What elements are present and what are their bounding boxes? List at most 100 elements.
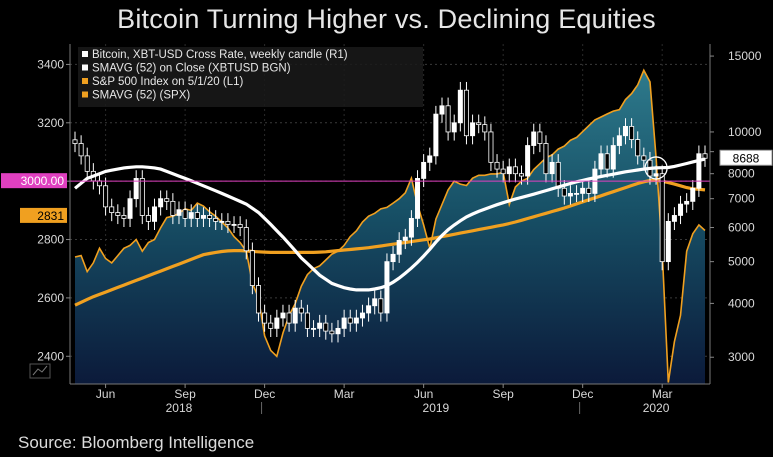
btc-candle <box>415 170 421 228</box>
btc-candle-body <box>415 178 421 219</box>
btc-candle <box>121 207 127 228</box>
chart-title: Bitcoin Turning Higher vs. Declining Equ… <box>117 4 656 34</box>
btc-candle-body <box>690 187 696 202</box>
btc-candle-body <box>702 153 708 159</box>
btc-candle-body <box>353 317 359 324</box>
btc-candle-body <box>653 173 659 177</box>
btc-candle <box>494 154 500 178</box>
btc-candle <box>665 213 671 271</box>
year-label: 2020 <box>643 401 670 415</box>
btc-candle-body <box>678 203 684 216</box>
btc-candle <box>84 147 90 180</box>
btc-candle-body <box>335 327 341 335</box>
btc-candle <box>671 207 677 231</box>
btc-candle-body <box>121 215 127 219</box>
btc-last-value-label: 8688 <box>733 151 760 165</box>
btc-candle-body <box>427 155 433 163</box>
btc-candle <box>525 137 531 185</box>
btc-candle <box>255 277 261 322</box>
spx-sma-line <box>74 178 706 307</box>
btc-candle-body <box>488 131 494 163</box>
btc-candle <box>219 213 225 231</box>
btc-candle-body <box>225 220 231 225</box>
btc-candle <box>145 207 151 231</box>
btc-candle-body <box>280 312 286 319</box>
btc-candle-body <box>182 209 188 219</box>
btc-candle-body <box>109 206 115 213</box>
btc-candle <box>341 309 347 337</box>
btc-candle-body <box>408 217 414 238</box>
chart-icon-line <box>32 365 48 376</box>
btc-candle-body <box>457 89 463 124</box>
btc-candle-body <box>304 312 310 329</box>
btc-candle-body <box>610 145 616 170</box>
x-tick-label: Dec <box>572 387 593 401</box>
axes: 2400 2600 2800 3200 3400 3000.00 2831 3000 4000 5… <box>1 44 773 415</box>
btc-candle-body <box>537 131 543 144</box>
btc-candle <box>512 158 518 183</box>
btc-candle <box>684 193 690 213</box>
spx-area <box>75 70 705 384</box>
btc-candle-body <box>567 193 573 197</box>
btc-candle-body <box>641 155 647 161</box>
btc-candle <box>408 210 414 246</box>
btc-candle <box>659 165 665 271</box>
btc-candle <box>696 145 702 197</box>
btc-candle <box>616 127 622 155</box>
btc-candle-body <box>237 224 243 228</box>
btc-candle-body <box>286 312 292 324</box>
legend: Bitcoin, XBT-USD Cross Rate, weekly cand… <box>78 47 423 107</box>
btc-candle <box>317 314 323 337</box>
btc-candle-body <box>249 250 255 286</box>
btc-candle-body <box>512 166 518 175</box>
right-tick-label: 8000 <box>728 167 755 181</box>
btc-candle-body <box>255 285 261 314</box>
btc-candle-body <box>629 126 635 140</box>
btc-candle <box>304 304 310 337</box>
btc-candle <box>249 242 255 295</box>
btc-candle <box>439 97 445 123</box>
btc-candle <box>598 145 604 178</box>
btc-candle-body <box>598 153 604 170</box>
btc-candle-body <box>580 187 586 194</box>
btc-candle-body <box>622 126 628 137</box>
btc-candle <box>329 322 335 343</box>
btc-candle-body <box>329 330 335 335</box>
btc-candle <box>213 210 219 231</box>
btc-candle <box>641 147 647 169</box>
x-tick-label: Mar <box>652 387 673 401</box>
btc-candle-body <box>274 317 280 329</box>
btc-candle <box>188 204 194 228</box>
btc-candle-body <box>359 312 365 319</box>
btc-candle <box>549 154 555 183</box>
btc-candle <box>200 207 206 228</box>
btc-candle <box>194 204 200 228</box>
left-tick-label: 2800 <box>37 233 64 247</box>
btc-candle-body <box>616 135 622 146</box>
btc-candle-body <box>402 236 408 241</box>
btc-candle-body <box>103 185 109 208</box>
btc-candle-body <box>158 198 164 208</box>
btc-candle-body <box>543 143 549 175</box>
btc-candle-body <box>433 113 439 157</box>
right-tick-label: 4000 <box>728 296 755 310</box>
right-tick-label: 5000 <box>728 255 755 269</box>
btc-candle-body <box>531 131 537 146</box>
chart-icon <box>29 363 51 379</box>
btc-candle <box>702 145 708 167</box>
btc-candle-body <box>696 153 702 189</box>
btc-candle-body <box>494 161 500 170</box>
btc-candle <box>292 299 298 332</box>
btc-candle-body <box>390 253 396 263</box>
btc-candle-body <box>635 139 641 157</box>
right-tick-label: 6000 <box>728 221 755 235</box>
legend-swatch <box>82 91 88 98</box>
btc-candle-body <box>152 206 158 222</box>
btc-candle-body <box>213 217 219 222</box>
btc-candle-body <box>574 193 580 195</box>
btc-candle <box>463 81 469 145</box>
btc-candle <box>353 309 359 332</box>
btc-candle-body <box>463 89 469 137</box>
legend-box <box>78 47 423 107</box>
btc-candle-body <box>72 139 78 144</box>
